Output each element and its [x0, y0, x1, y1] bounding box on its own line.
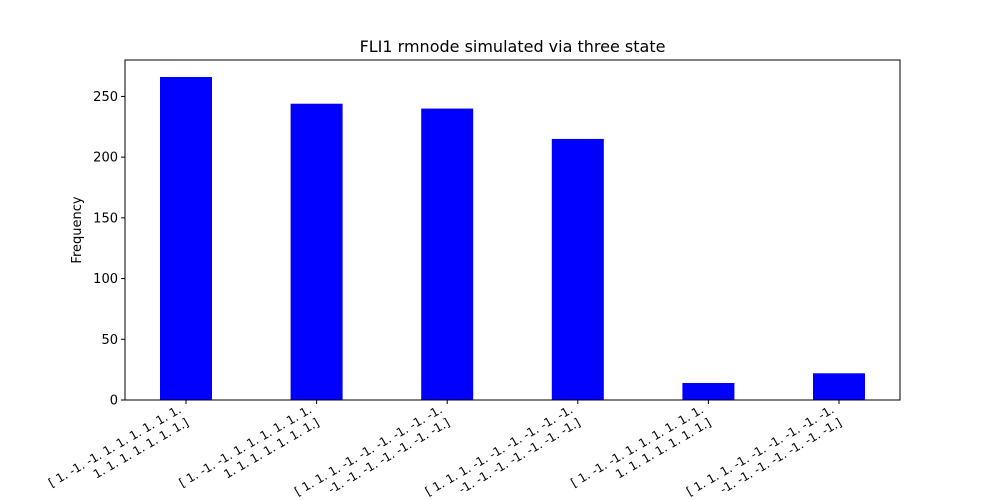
bar	[160, 77, 212, 400]
y-tick-label: 100	[93, 272, 118, 287]
chart-title: FLI1 rmnode simulated via three state	[360, 37, 666, 56]
y-axis-label: Frequency	[70, 196, 85, 263]
bar	[290, 103, 343, 400]
y-tick-label: 0	[110, 394, 118, 409]
y-tick-label: 200	[93, 151, 118, 166]
bar	[551, 138, 604, 400]
plot-frame	[124, 59, 901, 401]
y-tick-label: 50	[101, 333, 118, 348]
bars-group	[160, 77, 865, 401]
y-tick-label: 150	[93, 211, 118, 226]
bar	[421, 108, 474, 401]
y-tick-label: 250	[93, 90, 118, 105]
y-axis: 0 50 100 150 200 250	[93, 90, 125, 409]
bar	[813, 373, 865, 400]
bar	[682, 383, 735, 400]
